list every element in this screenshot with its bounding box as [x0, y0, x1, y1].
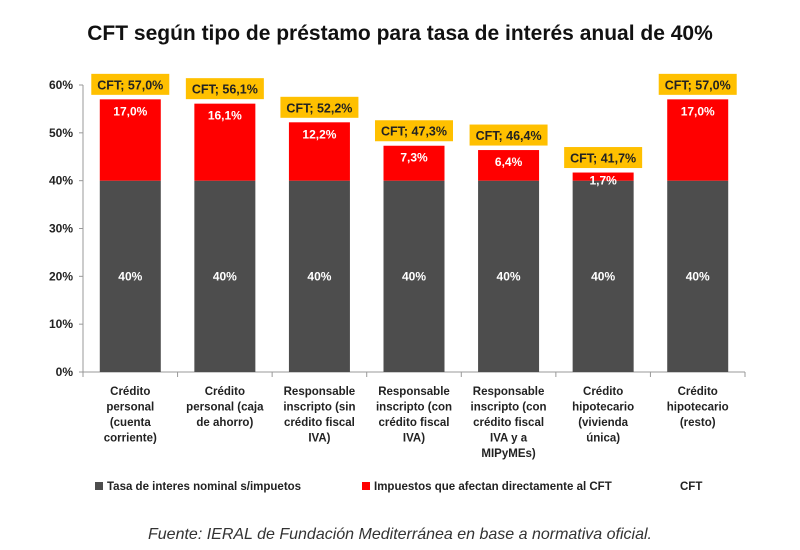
cft-label: CFT; 57,0% — [665, 78, 731, 92]
cft-label-box — [91, 73, 170, 95]
y-axis: 0% 10% 20% 30% 40% 50% 60% — [49, 78, 84, 379]
x-category-label: IVA y a — [490, 433, 528, 445]
x-category-label: personal — [106, 402, 154, 414]
cft-label-box — [280, 96, 359, 118]
y-tick-label: 0% — [56, 365, 74, 379]
x-category-label: (resto) — [680, 417, 716, 429]
bar-segment-taxes — [288, 122, 350, 181]
x-category-label: (cuenta — [110, 417, 152, 429]
cft-label-box — [185, 78, 264, 100]
bar-segment-interest — [572, 180, 634, 372]
data-label-taxes: 12,2% — [302, 127, 336, 141]
cft-label-box — [375, 120, 453, 142]
bar-segment-interest — [478, 180, 540, 372]
legend-label: CFT — [680, 481, 702, 493]
legend-swatch — [362, 482, 370, 490]
bar-segment-interest — [288, 180, 350, 372]
bar-segment-interest — [383, 180, 445, 372]
chart-title: CFT según tipo de préstamo para tasa de … — [87, 22, 713, 45]
data-label-interest: 40% — [307, 269, 331, 283]
data-labels: 40% 17,0% CFT; 57,0% 40% 16,1% CFT; 56,1% 40% 1… — [91, 73, 737, 283]
x-category-label: hipotecario — [572, 402, 634, 414]
data-label-taxes: 17,0% — [681, 104, 715, 118]
x-category-label: Crédito — [205, 386, 245, 398]
cft-label: CFT; 47,3% — [381, 125, 447, 139]
x-category-label: Responsable — [378, 386, 450, 398]
bar-segment-taxes — [194, 103, 256, 181]
cft-label: CFT; 52,2% — [286, 101, 352, 115]
data-label-taxes: 6,4% — [495, 155, 523, 169]
x-category-label: IVA) — [308, 433, 330, 445]
cft-label: CFT; 41,7% — [570, 152, 636, 166]
bar-segment-taxes — [667, 99, 729, 181]
x-category-label: inscripto (con — [471, 402, 547, 414]
data-label-interest: 40% — [402, 269, 426, 283]
x-category-label: Crédito — [110, 386, 150, 398]
x-category-label: Crédito — [678, 386, 718, 398]
data-label-interest: 40% — [118, 269, 142, 283]
x-category-label: hipotecario — [667, 402, 729, 414]
x-category-label: inscripto (sin — [283, 402, 355, 414]
stacked-bar-chart: 0% 10% 20% 30% 40% 50% 60% Crédito personal (cue… — [49, 73, 746, 493]
x-category-label: Responsable — [284, 386, 356, 398]
y-tick-label: 40% — [49, 174, 73, 188]
cft-label-box — [658, 73, 737, 95]
x-category-label: Crédito — [583, 386, 623, 398]
y-tick-label: 10% — [49, 317, 73, 331]
bars — [99, 99, 729, 372]
x-category-label: personal (caja — [186, 402, 264, 414]
data-label-interest: 40% — [686, 269, 710, 283]
bar-segment-taxes — [478, 150, 540, 181]
bar-segment-taxes — [383, 145, 445, 181]
y-tick-label: 60% — [49, 78, 73, 92]
legend-label: Tasa de interes nominal s/impuetos — [107, 481, 301, 493]
x-category-label: MIPyMEs) — [481, 448, 535, 460]
x-category-label: inscripto (con — [376, 402, 452, 414]
x-category-label: crédito fiscal — [284, 417, 355, 429]
y-tick-label: 30% — [49, 222, 73, 236]
bar-segment-interest — [99, 180, 161, 372]
x-category-label: Responsable — [473, 386, 545, 398]
legend-swatch — [95, 482, 103, 490]
y-tick-label: 50% — [49, 126, 73, 140]
data-label-taxes: 17,0% — [113, 104, 147, 118]
data-label-interest: 40% — [497, 269, 521, 283]
bar-segment-interest — [194, 180, 256, 372]
x-axis: Crédito personal (cuenta corriente) Crédito p… — [82, 371, 746, 460]
cft-label: CFT; 46,4% — [476, 129, 542, 143]
x-category-label: corriente) — [104, 433, 157, 445]
x-category-label: crédito fiscal — [473, 417, 544, 429]
cft-label: CFT; 56,1% — [192, 83, 258, 97]
x-category-label: de ahorro) — [196, 417, 253, 429]
data-label-interest: 40% — [213, 269, 237, 283]
cft-label: CFT; 57,0% — [97, 78, 163, 92]
bar-segment-taxes — [99, 99, 161, 181]
x-category-label: única) — [586, 433, 620, 445]
y-tick-label: 20% — [49, 269, 73, 283]
data-label-interest: 40% — [591, 269, 615, 283]
data-label-taxes: 1,7% — [589, 174, 617, 188]
data-label-taxes: 7,3% — [400, 151, 428, 165]
x-category-label: crédito fiscal — [379, 417, 450, 429]
cft-label-box — [564, 147, 643, 169]
x-category-label: (vivienda — [578, 417, 628, 429]
bar-segment-taxes — [572, 172, 634, 181]
legend: Tasa de interes nominal s/impuetos Impues… — [95, 481, 702, 493]
data-label-taxes: 16,1% — [208, 109, 242, 123]
x-category-label: IVA) — [403, 433, 425, 445]
cft-label-box — [469, 124, 548, 146]
bar-segment-interest — [667, 180, 729, 372]
legend-label: Impuestos que afectan directamente al CF… — [374, 481, 612, 493]
source-note: Fuente: IERAL de Fundación Mediterránea … — [148, 526, 652, 543]
